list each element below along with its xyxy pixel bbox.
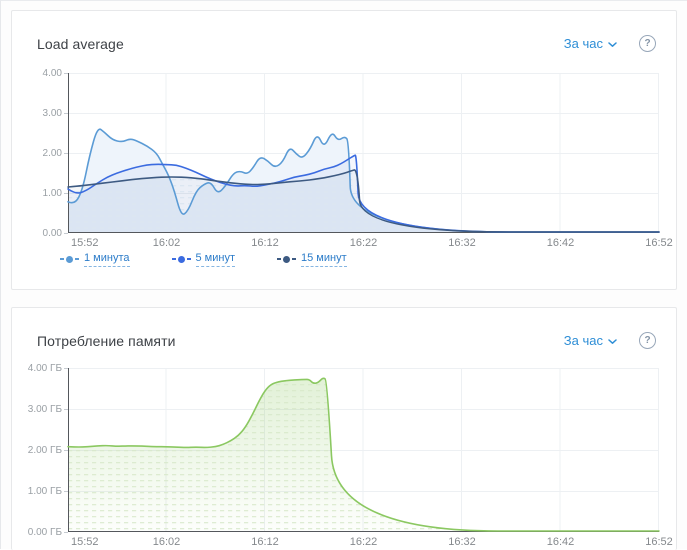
y-axis-labels: 0.00 ГБ 1.00 ГБ 2.00 ГБ 3.00 ГБ 4.00 ГБ [12,363,62,538]
y-axis-labels: 0.00 1.00 2.00 3.00 4.00 [12,68,62,239]
y-tick-label: 1.00 [42,188,62,199]
chart-plot [64,73,660,234]
legend-marker-icon [171,255,191,263]
x-tick-label: 16:12 [251,237,279,249]
chart-legend: 1 минута 5 минут 15 минут [60,252,347,267]
legend-item-3[interactable]: 15 минут [277,252,347,267]
x-tick-label: 15:52 [71,237,99,249]
y-tick-label: 1.00 ГБ [27,486,62,497]
y-tick-label: 2.00 ГБ [27,445,62,456]
load-average-chart: 0.00 1.00 2.00 3.00 4.00 15:52 16:02 16:12 16:2… [12,11,676,289]
panel-controls: За час ? [564,35,656,52]
legend-marker-icon [60,255,79,263]
panel-title: Потребление памяти [37,333,176,349]
y-tick-label: 4.00 ГБ [27,363,62,374]
x-tick-label: 16:52 [645,536,673,548]
time-range-label: За час [563,333,603,348]
panel-controls: За час ? [564,332,656,349]
memory-chart: 0.00 ГБ 1.00 ГБ 2.00 ГБ 3.00 ГБ 4.00 ГБ 15:5… [12,308,676,550]
x-tick-label: 16:32 [448,237,476,249]
x-axis-labels: 15:52 16:02 16:12 16:22 16:32 16:42 16:52 [68,237,673,251]
time-range-label: За час [563,36,603,51]
chevron-down-icon [608,338,617,344]
chevron-down-icon [608,41,617,47]
legend-label: 15 минут [301,252,347,267]
x-tick-label: 16:02 [152,237,181,249]
y-tick-label: 3.00 ГБ [27,404,62,415]
x-tick-label: 16:32 [448,536,476,548]
help-glyph: ? [644,335,651,346]
x-tick-label: 16:42 [546,237,575,249]
y-tick-label: 0.00 [42,228,62,239]
panel-title: Load average [37,36,124,52]
x-tick-label: 16:52 [645,237,673,249]
x-tick-label: 16:02 [152,536,181,548]
x-tick-label: 16:12 [251,536,279,548]
legend-label: 5 минут [195,252,235,267]
x-tick-label: 16:22 [349,237,378,249]
y-tick-label: 3.00 [42,108,62,119]
chart-plot [64,368,660,533]
help-icon[interactable]: ? [639,35,656,52]
time-range-selector[interactable]: За час [564,36,617,51]
memory-consumption-panel: Потребление памяти За час ? 0.00 ГБ 1.00 … [11,307,677,550]
legend-marker-icon [277,255,296,263]
y-tick-label: 2.00 [42,148,62,159]
legend-item-1[interactable]: 1 минута [60,252,130,267]
y-tick-label: 0.00 ГБ [27,527,62,538]
y-tick-label: 4.00 [42,68,62,79]
legend-label: 1 минута [84,252,130,267]
x-tick-label: 16:42 [546,536,575,548]
x-tick-label: 15:52 [71,536,99,548]
legend-item-2[interactable]: 5 минут [171,252,235,267]
time-range-selector[interactable]: За час [564,333,617,348]
help-icon[interactable]: ? [639,332,656,349]
x-tick-label: 16:22 [349,536,378,548]
help-glyph: ? [644,38,651,49]
x-axis-labels: 15:52 16:02 16:12 16:22 16:32 16:42 16:52 [68,536,673,550]
load-average-panel: Load average За час ? 0.00 1.00 2.00 3.00 4.… [11,10,677,290]
